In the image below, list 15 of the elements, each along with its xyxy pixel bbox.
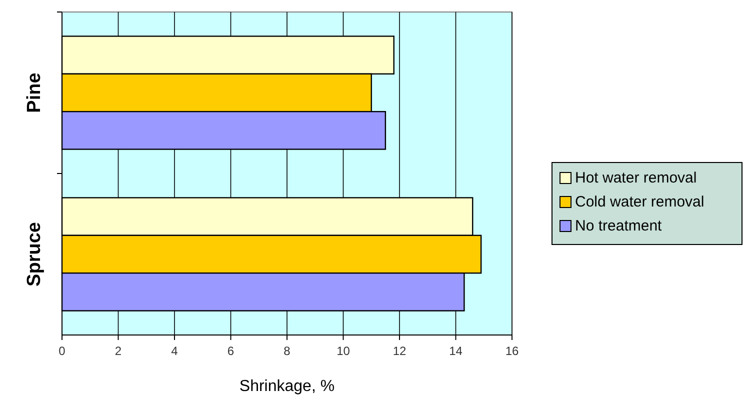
x-tick-label: 12 [392,344,406,358]
legend-label: No treatment [575,218,663,234]
y-tick-label: Spruce [24,222,45,286]
y-tick-label: Pine [24,72,45,113]
x-tick-label: 8 [284,344,291,358]
x-tick-label: 16 [505,344,519,358]
x-tick-label: 2 [114,344,122,358]
x-tick-label: 14 [449,344,463,358]
x-tick-label: 0 [58,344,66,358]
x-tick-label: 4 [171,344,178,358]
x-tick-label: 10 [336,344,350,358]
legend-label: Cold water removal [575,194,704,210]
legend-label: Hot water removal [575,170,697,186]
x-axis-title: Shrinkage, % [239,378,335,395]
x-tick-label: 6 [227,344,234,358]
